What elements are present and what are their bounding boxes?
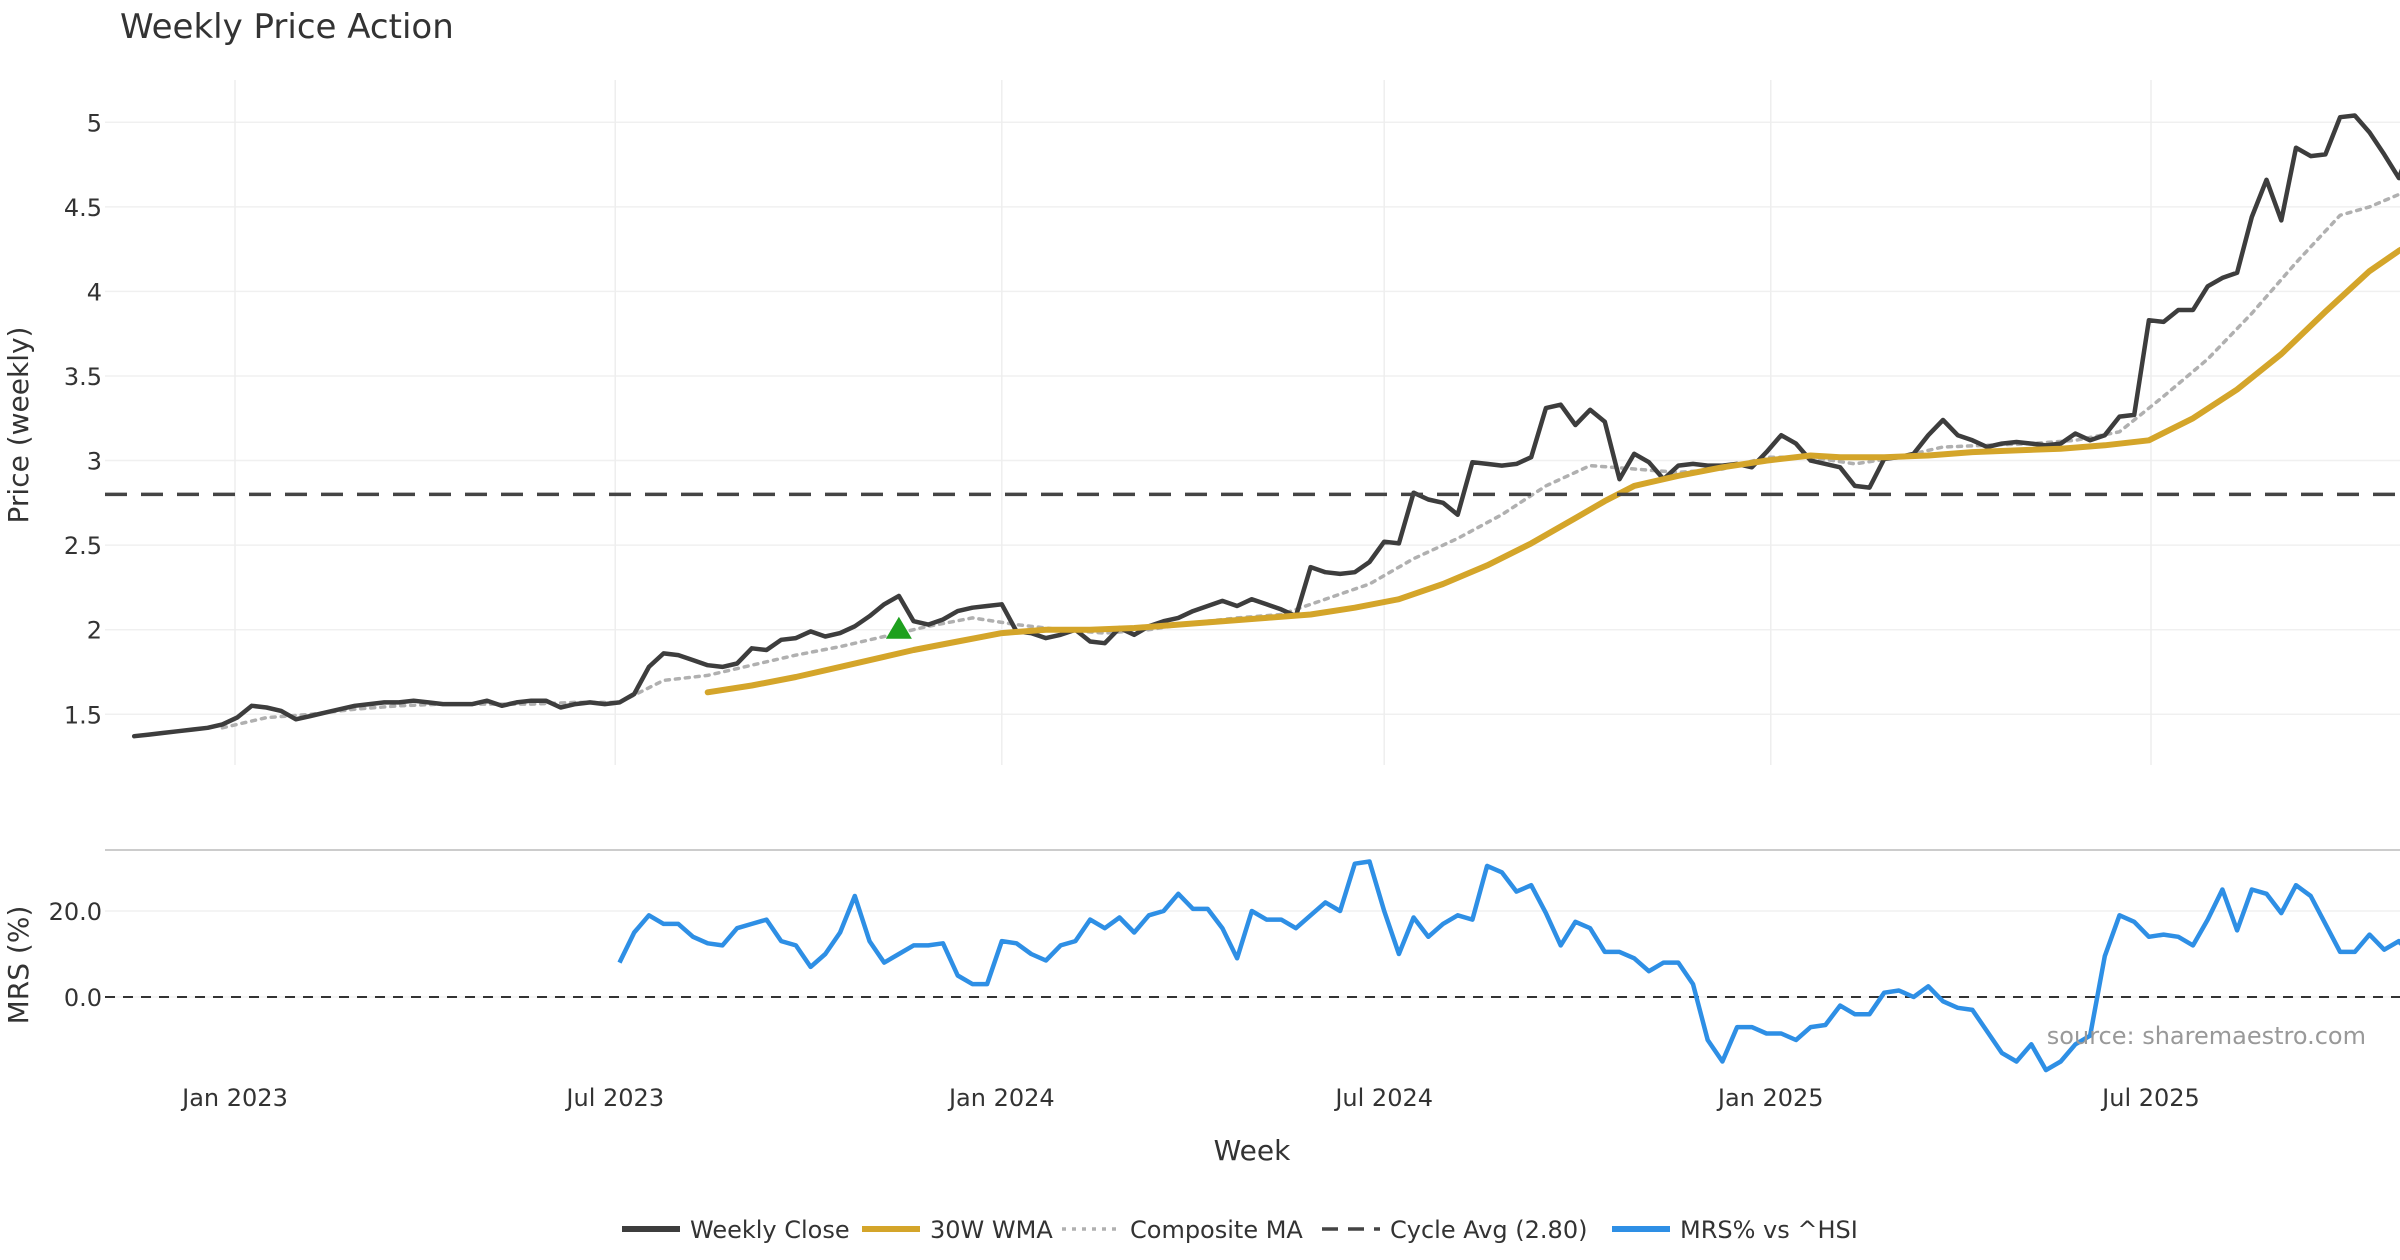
legend-label: 30W WMA: [930, 1216, 1053, 1244]
x-tick-label: Jan 2024: [947, 1084, 1055, 1112]
price-grid: [105, 80, 2400, 765]
chart-title: Weekly Price Action: [120, 7, 454, 47]
legend: Weekly Close 30W WMA Composite MA Cycle Avg…: [622, 1216, 1858, 1244]
mrs-plot-area: [617, 859, 2400, 1073]
price-y-tick-label: 4.5: [64, 194, 102, 222]
price-y-tick-label: 4: [87, 278, 102, 306]
x-tick-label: Jul 2023: [564, 1084, 664, 1112]
series-mrs-vs-hsi: [617, 859, 2400, 1073]
source-annotation: source: sharemaestro.com: [2047, 1022, 2366, 1050]
legend-item: Composite MA: [1062, 1216, 1303, 1244]
price-y-axis-label: Price (weekly): [2, 327, 35, 524]
series-weekly-close: [131, 113, 2400, 739]
x-tick-label: Jul 2025: [2100, 1084, 2200, 1112]
x-tick-label: Jul 2024: [1333, 1084, 1433, 1112]
legend-label: Composite MA: [1130, 1216, 1303, 1244]
price-y-ticks: 1.5 2 2.5 3 3.5 4 4.5 5: [64, 109, 102, 729]
price-plot-area: [105, 113, 2400, 739]
mrs-grid: [105, 910, 2400, 998]
mrs-y-ticks: 0.0 20.0: [49, 898, 102, 1012]
price-y-tick-label: 3.5: [64, 363, 102, 391]
x-ticks: Jan 2023 Jul 2023 Jan 2024 Jul 2024 Jan 2025…: [180, 1084, 2200, 1112]
price-y-tick-label: 1.5: [64, 701, 102, 729]
legend-label: Cycle Avg (2.80): [1390, 1216, 1587, 1244]
price-y-tick-label: 5: [87, 109, 102, 137]
legend-item: 30W WMA: [862, 1216, 1053, 1244]
x-tick-label: Jan 2025: [1716, 1084, 1824, 1112]
buy-signal-marker: [885, 616, 912, 639]
legend-label: MRS% vs ^HSI: [1680, 1216, 1858, 1244]
x-tick-label: Jan 2023: [180, 1084, 288, 1112]
price-y-tick-label: 2.5: [64, 532, 102, 560]
mrs-y-tick-label: 20.0: [49, 898, 102, 926]
legend-item: Weekly Close: [622, 1216, 850, 1244]
mrs-y-tick-label: 0.0: [64, 984, 102, 1012]
price-y-tick-label: 2: [87, 617, 102, 645]
legend-item: MRS% vs ^HSI: [1612, 1216, 1858, 1244]
x-axis-label: Week: [1214, 1134, 1291, 1167]
price-y-tick-label: 3: [87, 448, 102, 476]
series-30w-wma: [704, 246, 2400, 696]
mrs-y-axis-label: MRS (%): [2, 906, 35, 1025]
legend-label: Weekly Close: [690, 1216, 850, 1244]
legend-item: Cycle Avg (2.80): [1322, 1216, 1587, 1244]
